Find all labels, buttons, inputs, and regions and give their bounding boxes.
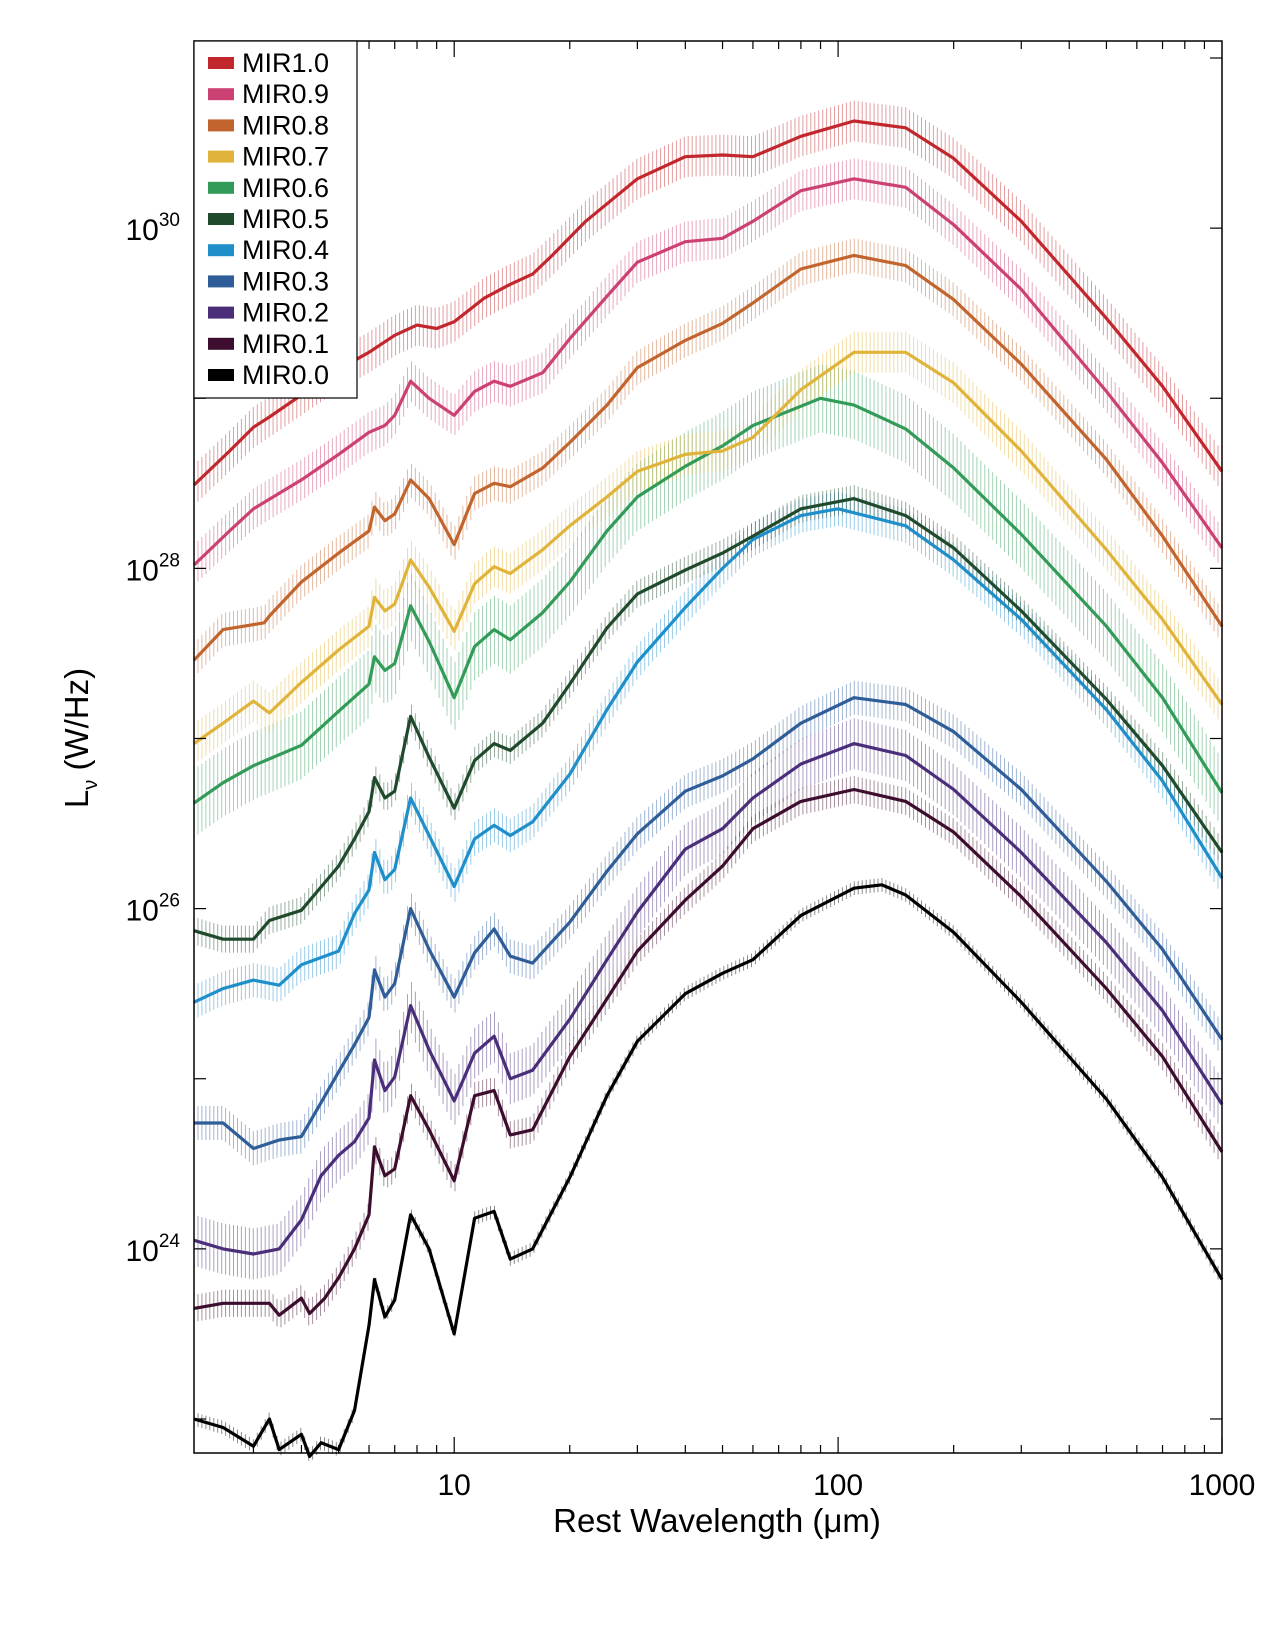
legend-label: MIR0.8: [242, 110, 329, 140]
y-tick-label: 1026: [125, 891, 180, 928]
x-tick-label: 10: [438, 1469, 471, 1502]
legend-swatch: [208, 150, 234, 163]
legend-label: MIR1.0: [242, 48, 329, 78]
legend-swatch: [208, 119, 234, 132]
legend-swatch: [208, 213, 234, 225]
legend-label: MIR0.0: [242, 360, 329, 390]
y-tick-label-exponent: 24: [159, 1231, 181, 1252]
series-line-mir0-8: [192, 253, 1224, 662]
legend-swatch: [208, 306, 234, 319]
legend-swatch: [208, 88, 234, 101]
x-axis-title: Rest Wavelength (μm): [553, 1502, 881, 1539]
series-line-mir0-3: [194, 696, 1224, 1151]
series-line-mir0-1: [193, 787, 1224, 1317]
y-axis-title-sub: ν: [80, 780, 102, 790]
legend-label: MIR0.7: [242, 142, 329, 172]
legend-swatch: [208, 337, 234, 350]
y-tick-label-exponent: 26: [159, 891, 180, 912]
x-tick-label: 100: [813, 1469, 863, 1502]
series-line-mir0-5: [193, 497, 1224, 941]
series-line-mir0-9: [192, 177, 1224, 567]
legend-label: MIR0.9: [242, 79, 329, 109]
y-axis-title-main: L: [58, 790, 95, 808]
legend-label: MIR0.2: [242, 298, 329, 328]
y-tick-label: 1028: [125, 550, 180, 587]
legend-swatch: [208, 275, 234, 288]
legend-swatch: [208, 369, 234, 381]
legend-swatch: [208, 57, 234, 69]
series-line-mir0-7: [193, 350, 1224, 745]
series-line-mir0-4: [193, 507, 1224, 1004]
legend-label: MIR0.5: [242, 204, 329, 234]
y-tick-label-base: 10: [125, 554, 158, 587]
legend-label: MIR0.6: [242, 173, 329, 203]
x-axis-ticks: 10 100 1000: [252, 41, 1256, 1502]
legend-label: MIR0.3: [242, 266, 329, 296]
series-line-mir0-6: [193, 396, 1224, 805]
series-line-mir0-2: [193, 742, 1224, 1256]
series-line-layer: [192, 119, 1224, 1458]
plot-frame: [193, 40, 1223, 1454]
y-tick-label-base: 10: [125, 895, 158, 928]
y-tick-label-base: 10: [125, 1235, 158, 1268]
legend-label: MIR0.1: [242, 329, 329, 359]
legend: MIR1.0MIR0.9MIR0.8MIR0.7MIR0.6MIR0.5MIR0…: [193, 40, 358, 399]
x-tick-label: 1000: [1189, 1469, 1256, 1502]
legend-swatch: [208, 244, 234, 257]
legend-label: MIR0.4: [242, 235, 329, 265]
error-band-mir0-2: [193, 718, 1223, 1280]
y-tick-label-exponent: 28: [159, 550, 180, 571]
y-axis-title-rest: (W/Hz): [58, 668, 95, 780]
legend-swatch: [208, 181, 234, 194]
y-tick-label-exponent: 30: [159, 210, 180, 231]
y-axis-title: Lν (W/Hz): [58, 668, 102, 808]
y-tick-label: 1030: [125, 210, 180, 247]
y-tick-label: 1024: [125, 1231, 180, 1268]
y-tick-label-base: 10: [125, 214, 158, 247]
